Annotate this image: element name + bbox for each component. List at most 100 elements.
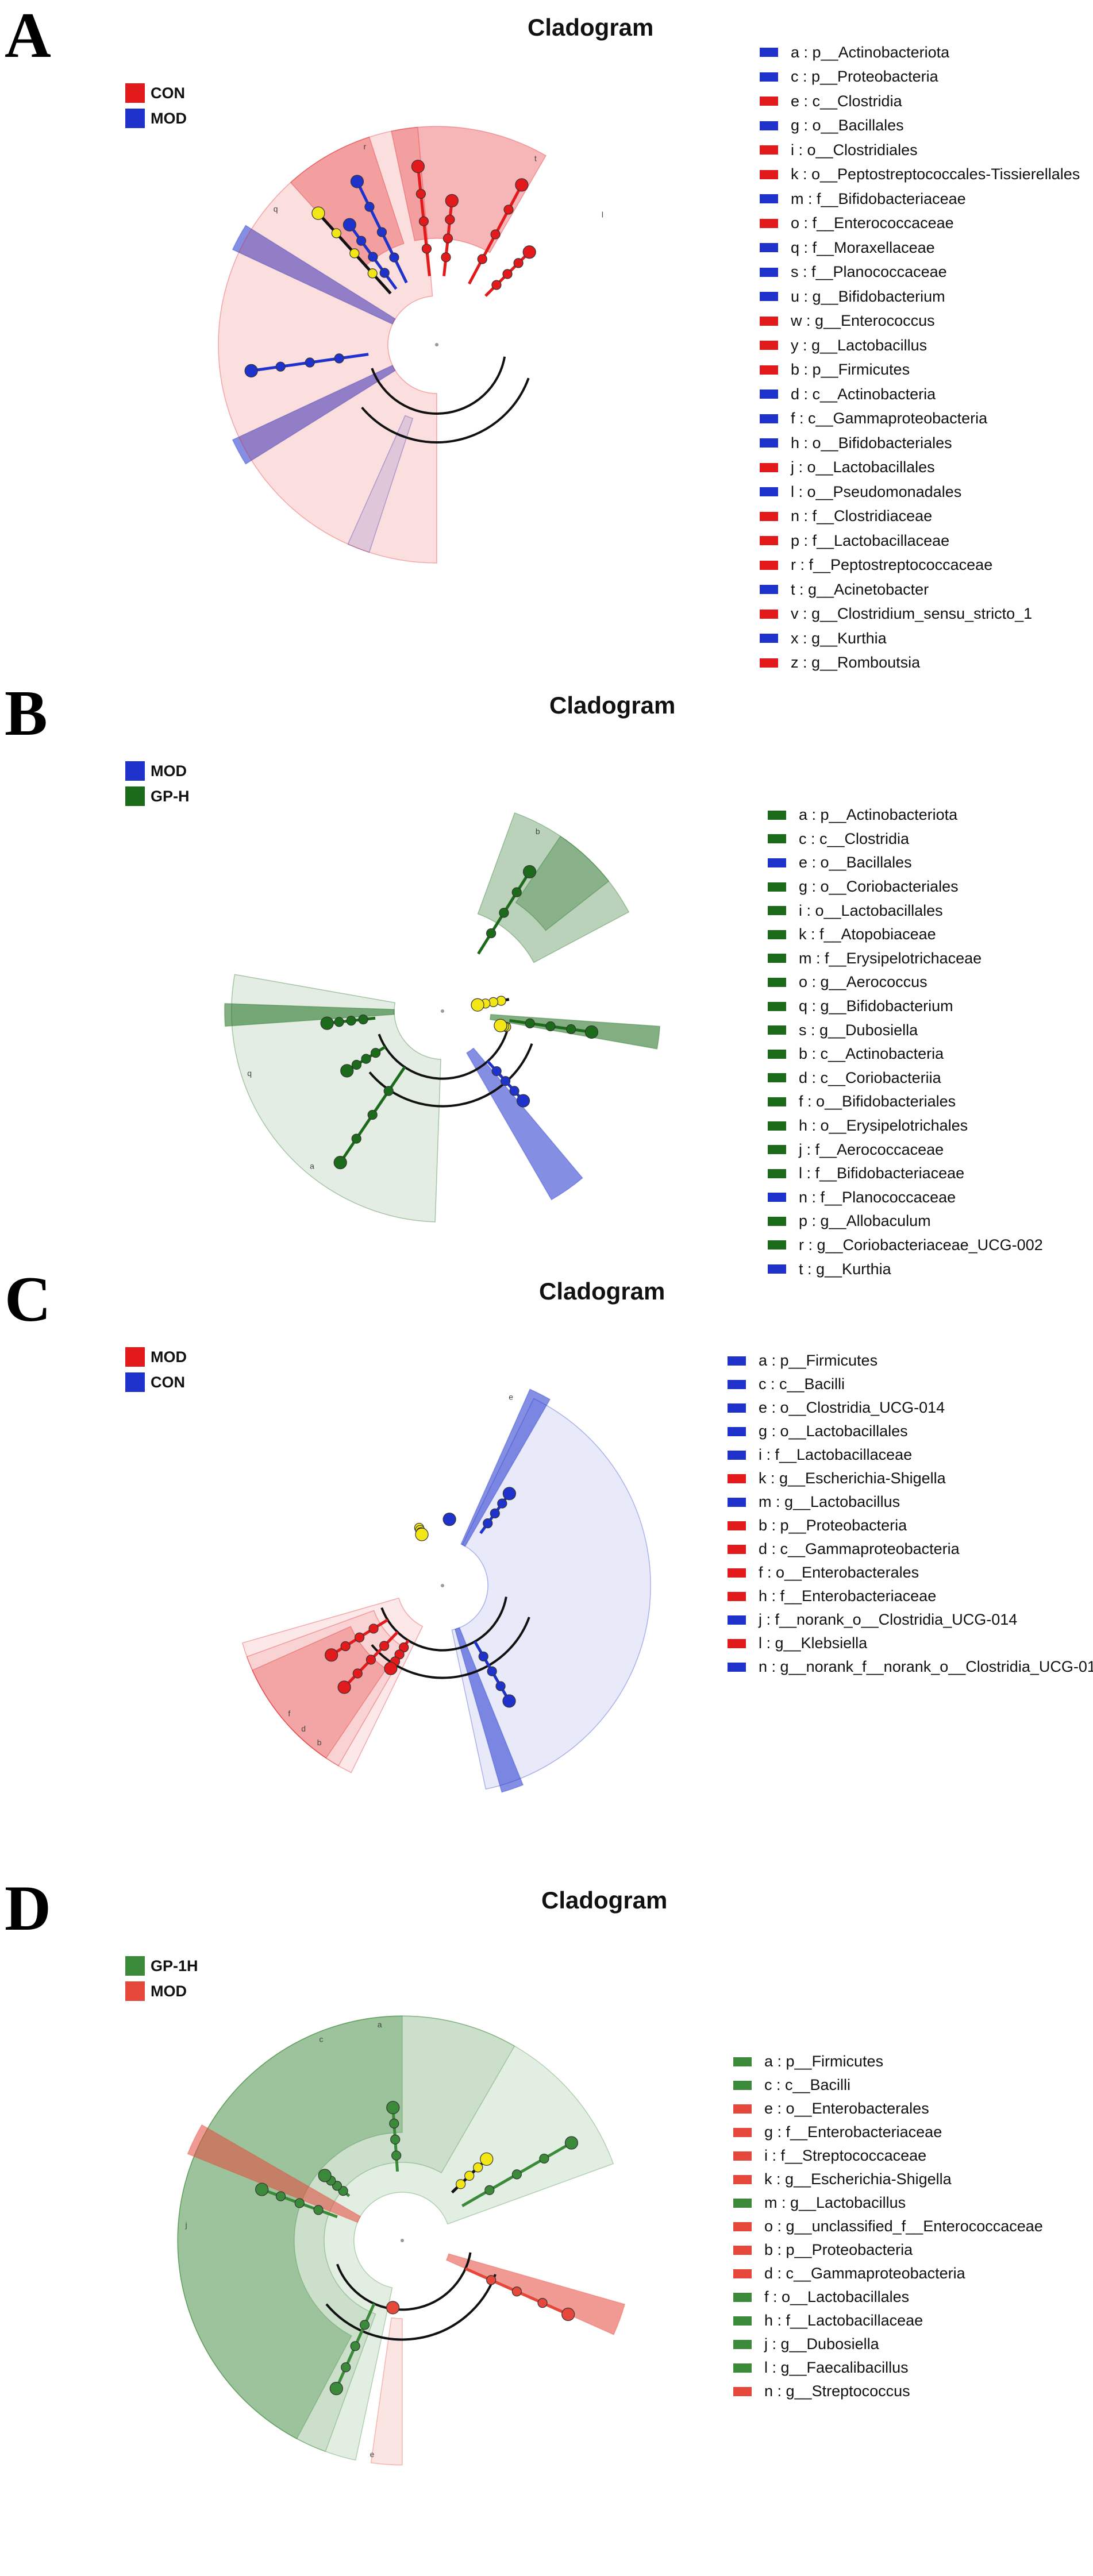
- taxa-swatch: [733, 2174, 752, 2184]
- taxa-swatch: [733, 2080, 752, 2090]
- taxa-swatch: [728, 1591, 746, 1601]
- taxa-label: l : f__Bifidobacteriaceae: [799, 1164, 965, 1182]
- group-swatch: [125, 786, 145, 806]
- taxa-swatch: [768, 1097, 786, 1106]
- panel-letter: C: [5, 1264, 51, 1335]
- taxa-legend-item: e : c__Clostridia: [760, 89, 1080, 114]
- tree-node: [275, 361, 286, 372]
- tree-node: [389, 2118, 399, 2128]
- tree-node: [294, 2198, 305, 2208]
- tree-node: [349, 248, 360, 259]
- group-legend: MOD GP-H: [125, 758, 190, 809]
- taxa-legend-item: k : g__Escherichia-Shigella: [728, 1467, 1093, 1490]
- taxa-legend-item: j : o__Lactobacillales: [760, 456, 1080, 480]
- tree-node: [513, 258, 524, 268]
- tree-node: [511, 2169, 522, 2180]
- tree-node: [331, 228, 341, 238]
- tree-node: [503, 205, 514, 215]
- taxa-legend-item: a : p__Actinobacteriota: [760, 40, 1080, 65]
- taxa-swatch: [733, 2222, 752, 2231]
- chart-title: Cladogram: [528, 14, 654, 41]
- taxa-label: d : c__Actinobacteria: [791, 385, 936, 403]
- taxa-legend: a : p__Firmicutes c : c__Bacilli e : o__En…: [733, 2050, 1043, 2403]
- taxa-swatch: [760, 194, 778, 204]
- taxa-legend-item: i : o__Clostridiales: [760, 138, 1080, 163]
- clade-letter: f: [288, 1709, 290, 1718]
- taxa-swatch: [728, 1356, 746, 1366]
- taxa-legend-item: h : o__Erysipelotrichales: [768, 1114, 1043, 1138]
- taxa-label: m : f__Erysipelotrichaceae: [799, 949, 982, 967]
- taxa-label: x : g__Kurthia: [791, 629, 887, 647]
- tree-node: [334, 353, 344, 364]
- taxa-label: a : p__Firmicutes: [759, 1352, 878, 1369]
- tree-node: [275, 2191, 286, 2201]
- taxa-legend-item: x : g__Kurthia: [760, 626, 1080, 651]
- tree-node: [415, 1528, 429, 1541]
- tree-node: [522, 245, 536, 259]
- tree-node: [311, 206, 325, 220]
- group-legend-item: GP-1H: [125, 1953, 198, 1979]
- taxa-swatch: [728, 1474, 746, 1483]
- taxa-swatch: [760, 560, 778, 570]
- taxa-label: p : g__Allobaculum: [799, 1212, 931, 1230]
- taxa-label: m : f__Bifidobacteriaceae: [791, 190, 966, 207]
- taxa-legend-item: g : f__Enterobacteriaceae: [733, 2120, 1043, 2144]
- tree-node: [473, 2162, 483, 2173]
- taxa-swatch: [733, 2057, 752, 2066]
- tree-node: [320, 1016, 334, 1030]
- taxa-legend-item: d : c__Actinobacteria: [760, 382, 1080, 407]
- tree-node: [537, 2298, 548, 2308]
- tree-node: [305, 357, 315, 368]
- taxa-swatch: [760, 390, 778, 399]
- taxa-label: f : o__Enterobacterales: [759, 1564, 919, 1581]
- group-swatch: [125, 1372, 145, 1392]
- chart-title: Cladogram: [549, 692, 676, 719]
- tree-node: [511, 2286, 522, 2297]
- tree-node: [352, 1668, 363, 1679]
- taxa-legend-item: l : o__Pseudomonadales: [760, 480, 1080, 504]
- tree-branch-arc: [336, 2252, 472, 2311]
- clade-letter: l: [602, 210, 603, 219]
- taxa-legend-item: v : g__Clostridium_sensu_stricto_1: [760, 602, 1080, 627]
- tree-node: [346, 1016, 356, 1026]
- taxa-legend-item: k : g__Escherichia-Shigella: [733, 2168, 1043, 2191]
- taxa-legend-item: z : g__Romboutsia: [760, 651, 1080, 676]
- taxa-legend-item: l : f__Bifidobacteriaceae: [768, 1162, 1043, 1186]
- taxa-legend-item: j : f__Aerococcaceae: [768, 1137, 1043, 1162]
- tree-node: [342, 218, 356, 232]
- tree-node: [365, 1655, 376, 1665]
- taxa-label: c : c__Bacilli: [764, 2076, 851, 2093]
- taxa-label: e : o__Enterobacterales: [764, 2100, 929, 2117]
- tree-node: [418, 216, 429, 226]
- taxa-legend-item: l : g__Faecalibacillus: [733, 2356, 1043, 2380]
- taxa-swatch: [760, 97, 778, 106]
- tree-node: [494, 1019, 507, 1032]
- taxa-label: j : o__Lactobacillales: [791, 458, 935, 476]
- tree-node: [445, 214, 455, 225]
- taxa-swatch: [760, 462, 778, 472]
- taxa-label: y : g__Lactobacillus: [791, 336, 927, 354]
- tree-node: [350, 2341, 360, 2351]
- tree-node: [477, 254, 487, 264]
- taxa-legend-item: a : p__Actinobacteriota: [768, 803, 1043, 827]
- tree-node: [486, 928, 497, 939]
- clade-letter: a: [310, 1161, 314, 1170]
- panel-letter: B: [5, 678, 48, 749]
- tree-node: [334, 1017, 344, 1027]
- taxa-label: v : g__Clostridium_sensu_stricto_1: [791, 605, 1033, 623]
- taxa-swatch: [728, 1615, 746, 1625]
- taxa-legend-item: n : g__norank_f__norank_o__Clostridia_UC…: [728, 1655, 1093, 1679]
- taxa-swatch: [733, 2339, 752, 2349]
- taxa-label: t : g__Kurthia: [799, 1260, 891, 1278]
- taxa-swatch: [733, 2292, 752, 2302]
- taxa-legend-item: h : f__Enterobacteriaceae: [728, 1584, 1093, 1608]
- tree-branch-arc: [361, 377, 530, 444]
- taxa-label: p : f__Lactobacillaceae: [791, 531, 950, 549]
- clade-highlight: [465, 1047, 583, 1201]
- taxa-swatch: [728, 1638, 746, 1648]
- taxa-label: d : c__Coriobacteriia: [799, 1069, 941, 1086]
- taxa-swatch: [733, 2363, 752, 2373]
- taxa-swatch: [733, 2386, 752, 2396]
- taxa-legend-item: j : f__norank_o__Clostridia_UCG-014: [728, 1608, 1093, 1632]
- tree-node: [379, 268, 390, 278]
